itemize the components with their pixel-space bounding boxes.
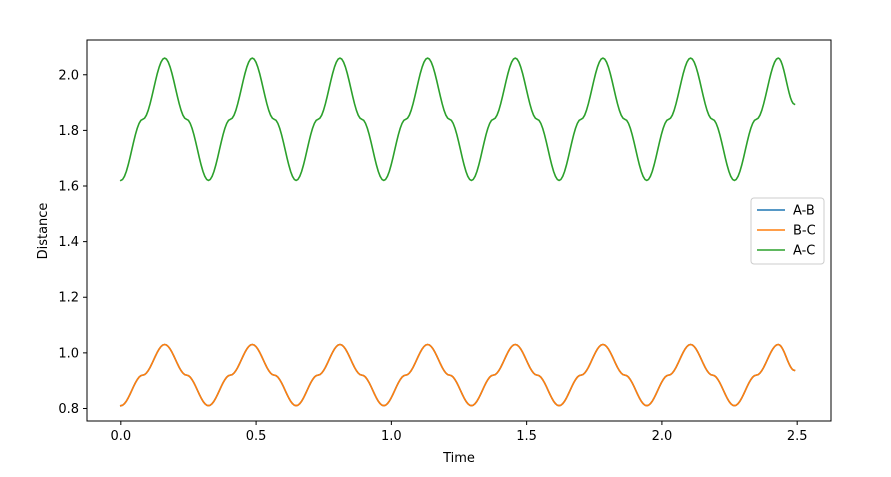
- y-tick-label: 1.2: [58, 291, 79, 306]
- y-axis: 0.8 1.0 1.2 1.4 1.6 1.8 2.0: [58, 68, 87, 417]
- x-tick-label: 0.0: [110, 429, 131, 444]
- x-tick-label: 0.5: [246, 429, 267, 444]
- legend-label: B-C: [793, 224, 816, 239]
- series-layer: [119, 57, 796, 407]
- series-line-a-c: [119, 57, 796, 182]
- y-tick-label: 0.8: [58, 402, 79, 417]
- y-tick-label: 2.0: [58, 68, 79, 83]
- plot-area-frame: [86, 39, 832, 422]
- x-axis-label: Time: [442, 451, 475, 466]
- x-axis: 0.0 0.5 1.0 1.5 2.0 2.5: [110, 421, 808, 444]
- legend: A-B B-C A-C: [750, 197, 825, 265]
- legend-label: A-B: [793, 204, 815, 219]
- x-tick-label: 2.5: [787, 429, 808, 444]
- x-tick-label: 1.0: [381, 429, 402, 444]
- y-tick-label: 1.0: [58, 346, 79, 361]
- y-tick-label: 1.8: [58, 124, 79, 139]
- x-tick-label: 1.5: [516, 429, 537, 444]
- y-tick-label: 1.6: [58, 180, 79, 195]
- x-tick-label: 2.0: [652, 429, 673, 444]
- legend-box: [750, 197, 825, 265]
- series-line-b-c: [119, 343, 796, 407]
- legend-label: A-C: [793, 244, 815, 259]
- y-tick-label: 1.4: [58, 235, 79, 250]
- y-axis-label: Distance: [36, 203, 51, 260]
